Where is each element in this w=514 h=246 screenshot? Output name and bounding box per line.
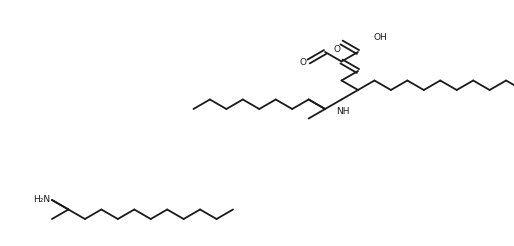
Text: H₂N: H₂N (33, 196, 50, 204)
Text: O: O (300, 58, 307, 67)
Text: NH: NH (336, 108, 350, 117)
Text: O: O (334, 45, 341, 53)
Text: OH: OH (373, 33, 387, 43)
